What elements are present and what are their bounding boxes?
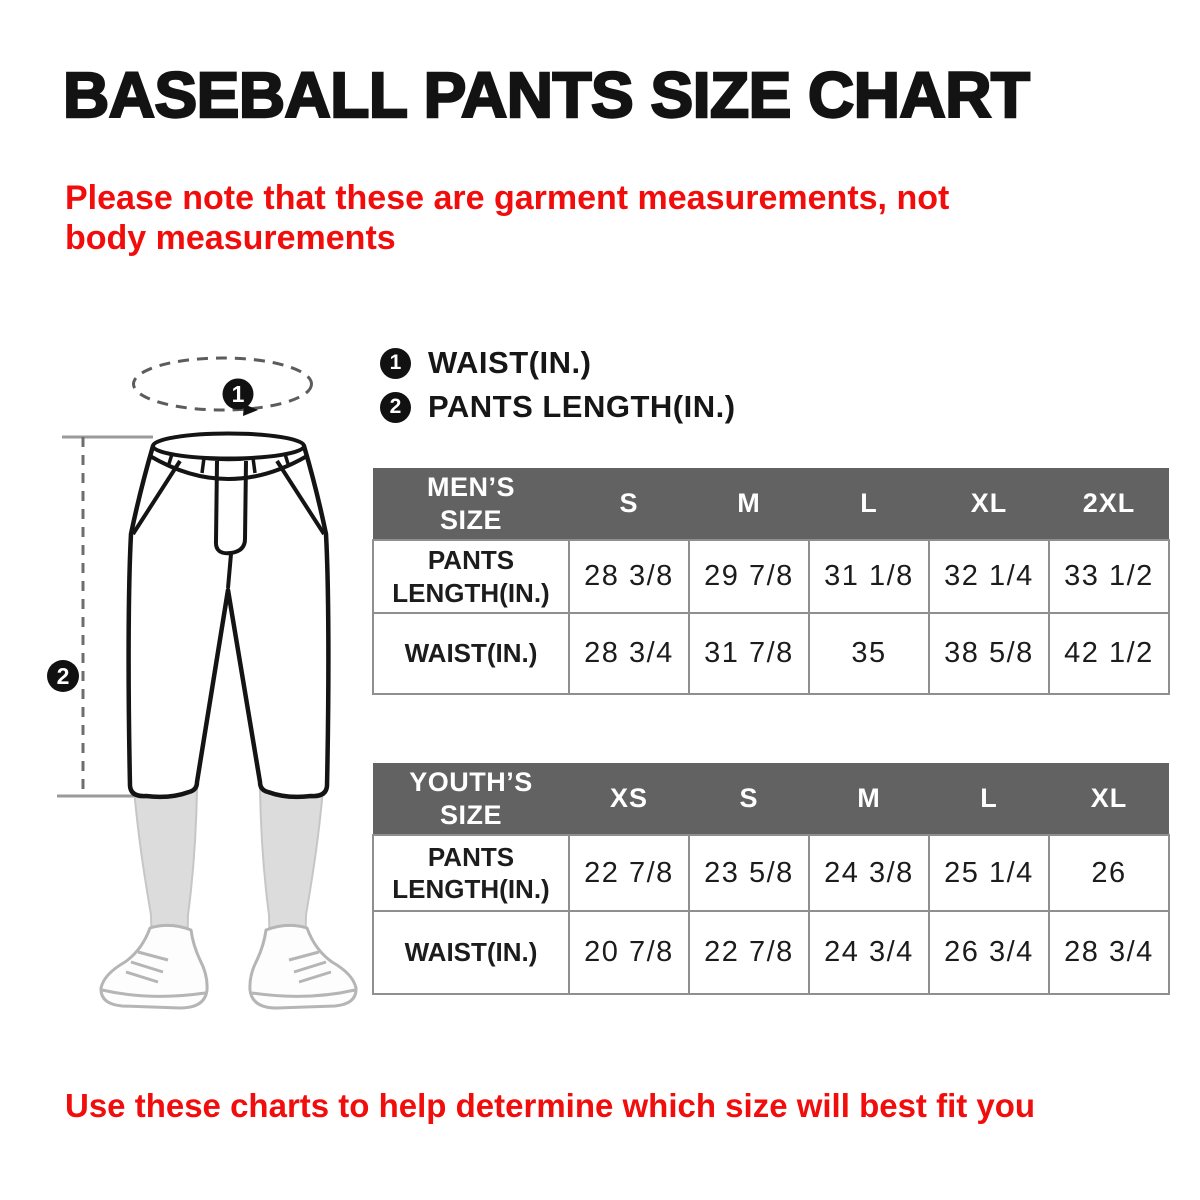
table-cell: 25 1/4 xyxy=(928,834,1050,912)
pocket-seams xyxy=(131,459,326,536)
waist-measure-ellipse xyxy=(132,356,313,416)
table-cell: 32 1/4 xyxy=(928,539,1050,614)
fit-advice-note: Use these charts to help determine which… xyxy=(65,1087,1036,1124)
page-title: BASEBALL PANTS SIZE CHART xyxy=(62,58,1031,132)
table-cell: 22 7/8 xyxy=(568,834,690,912)
pants-outline xyxy=(126,431,331,800)
table-row: PANTS LENGTH(IN.) 22 7/8 23 5/8 24 3/8 2… xyxy=(372,834,1170,912)
baseball-pants-diagram: 1 2 xyxy=(47,356,358,1010)
legend-item-pants-length: 2 PANTS LENGTH(IN.) xyxy=(380,389,736,424)
youth-header-row: YOUTH’S SIZE XS S M L XL xyxy=(373,763,1169,835)
row-label-cell: WAIST(IN.) xyxy=(372,612,570,695)
youth-table-title: YOUTH’S SIZE xyxy=(373,763,569,835)
table-cell: 31 7/8 xyxy=(688,612,810,695)
table-cell: 33 1/2 xyxy=(1048,539,1170,614)
size-col-header: S xyxy=(689,763,809,835)
table-row: WAIST(IN.) 20 7/8 22 7/8 24 3/4 26 3/4 2… xyxy=(372,910,1170,995)
circled-1-icon: 1 xyxy=(380,347,411,379)
size-col-header: 2XL xyxy=(1049,468,1169,540)
row-label-cell: PANTS LENGTH(IN.) xyxy=(372,834,570,912)
waist-opening xyxy=(151,431,306,461)
table-cell: 42 1/2 xyxy=(1048,612,1170,695)
svg-text:1: 1 xyxy=(232,381,245,407)
table-cell: 24 3/4 xyxy=(808,910,930,995)
table-cell: 28 3/4 xyxy=(1048,910,1170,995)
size-col-header: M xyxy=(689,468,809,540)
size-col-header: S xyxy=(569,468,689,540)
table-cell: 20 7/8 xyxy=(568,910,690,995)
measurement-legend: 1 WAIST(IN.) 2 PANTS LENGTH(IN.) xyxy=(380,345,736,424)
table-cell: 24 3/8 xyxy=(808,834,930,912)
sneakers xyxy=(99,923,358,1010)
size-col-header: M xyxy=(809,763,929,835)
row-label-cell: WAIST(IN.) xyxy=(372,910,570,995)
table-cell: 35 xyxy=(808,612,930,695)
table-cell: 38 5/8 xyxy=(928,612,1050,695)
size-col-header: XL xyxy=(929,468,1049,540)
youth-title-line2: SIZE xyxy=(439,799,502,830)
table-cell: 28 3/4 xyxy=(568,612,690,695)
legend-label-waist: WAIST(IN.) xyxy=(428,345,592,380)
table-row: PANTS LENGTH(IN.) 28 3/8 29 7/8 31 1/8 3… xyxy=(372,539,1170,614)
mens-header-row: MEN’S SIZE S M L XL 2XL xyxy=(373,468,1169,540)
mens-title-line2: SIZE xyxy=(439,504,502,535)
youth-title-line1: YOUTH’S xyxy=(409,766,533,797)
table-cell: 26 3/4 xyxy=(928,910,1050,995)
waist-marker: 1 xyxy=(222,378,254,410)
size-col-header: L xyxy=(929,763,1049,835)
size-col-header: XS xyxy=(569,763,689,835)
youth-size-table: YOUTH’S SIZE XS S M L XL PANTS LENGTH(IN… xyxy=(372,763,1170,995)
fly-placket xyxy=(213,460,248,556)
legend-item-waist: 1 WAIST(IN.) xyxy=(380,345,736,380)
table-cell: 23 5/8 xyxy=(688,834,810,912)
table-cell: 26 xyxy=(1048,834,1170,912)
table-cell: 22 7/8 xyxy=(688,910,810,995)
legend-label-pants-length: PANTS LENGTH(IN.) xyxy=(428,389,736,424)
crotch-seam xyxy=(226,553,233,589)
measure-arrow-icon xyxy=(243,404,258,416)
length-marker: 2 xyxy=(47,660,79,692)
length-measure-lines xyxy=(57,435,153,798)
table-cell: 31 1/8 xyxy=(808,539,930,614)
size-col-header: L xyxy=(809,468,929,540)
garment-measurement-note: Please note that these are garment measu… xyxy=(65,179,950,257)
mens-table-title: MEN’S SIZE xyxy=(373,468,569,540)
circled-2-icon: 2 xyxy=(380,391,411,423)
size-col-header: XL xyxy=(1049,763,1169,835)
table-row: WAIST(IN.) 28 3/4 31 7/8 35 38 5/8 42 1/… xyxy=(372,612,1170,695)
table-cell: 28 3/8 xyxy=(568,539,690,614)
mens-title-line1: MEN’S xyxy=(426,471,515,502)
belt-loops xyxy=(166,453,291,474)
table-cell: 29 7/8 xyxy=(688,539,810,614)
row-label-cell: PANTS LENGTH(IN.) xyxy=(372,539,570,614)
mens-size-table: MEN’S SIZE S M L XL 2XL PANTS LENGTH(IN.… xyxy=(372,468,1170,695)
svg-text:2: 2 xyxy=(57,663,70,689)
